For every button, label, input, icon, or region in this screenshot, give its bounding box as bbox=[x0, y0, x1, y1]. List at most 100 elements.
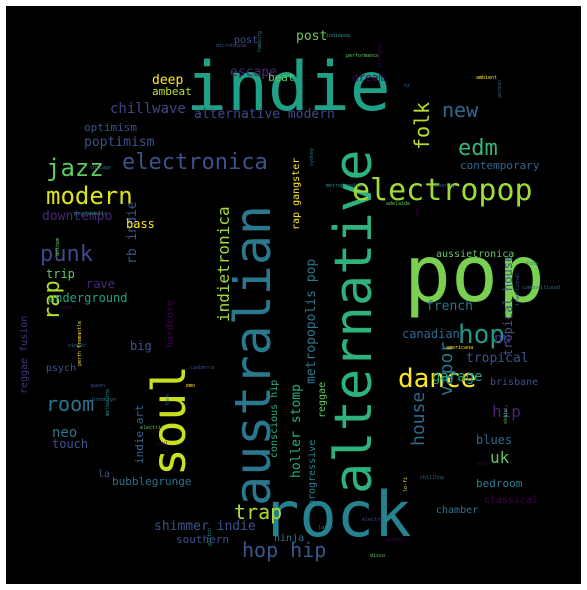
word-cloud-word: rap gangster bbox=[291, 157, 302, 230]
word-cloud-word: dream bbox=[352, 71, 386, 84]
word-cloud-word: alternative modern bbox=[194, 107, 335, 122]
word-cloud-word-tiny: skate bbox=[503, 408, 509, 424]
word-cloud-word-tiny: traditional bbox=[515, 272, 521, 306]
word-cloud-word-tiny: electric bbox=[140, 425, 165, 431]
word-cloud-word-tiny: funk bbox=[165, 393, 171, 406]
word-cloud-word: underground bbox=[48, 291, 128, 305]
word-cloud-word-tiny: emo bbox=[186, 383, 196, 389]
word-cloud-word: indie bbox=[186, 48, 391, 127]
word-cloud-word: ambeat bbox=[152, 85, 192, 98]
word-cloud-word-tiny: compositional bbox=[522, 285, 562, 291]
word-cloud-word: big bbox=[130, 339, 152, 353]
word-cloud-word: nu bbox=[494, 331, 511, 347]
word-cloud-word: punk bbox=[40, 242, 93, 267]
word-cloud-word: post bbox=[234, 35, 259, 46]
word-cloud-word: poptimism bbox=[84, 135, 155, 150]
word-cloud-word: house bbox=[408, 391, 429, 446]
word-cloud-word: shimmer indie bbox=[154, 519, 256, 534]
word-cloud-word: indietronica bbox=[214, 206, 233, 322]
word-cloud-word: french bbox=[426, 299, 473, 314]
word-cloud-word: garage bbox=[432, 369, 483, 385]
word-cloud-word-tiny: electro bbox=[362, 517, 384, 523]
word-cloud-word: tropical bbox=[466, 351, 529, 366]
word-cloud-word-tiny: soul bbox=[156, 441, 169, 447]
word-cloud-word-tiny: singer bbox=[68, 343, 87, 349]
word-cloud-word: contemporary bbox=[460, 159, 540, 172]
word-cloud-word: indie art bbox=[133, 404, 146, 464]
word-cloud-word: progressive bbox=[307, 439, 318, 506]
word-cloud: pop indie rock alternative australian soul ele… bbox=[6, 6, 581, 584]
word-cloud-word: classical bbox=[484, 495, 539, 506]
word-cloud-word: reggae fusion bbox=[19, 315, 30, 394]
word-cloud-word: soul bbox=[142, 365, 196, 476]
word-cloud-word-tiny: brooklyn bbox=[92, 397, 117, 403]
word-cloud-word: folk bbox=[410, 101, 434, 150]
word-cloud-word-tiny: americana bbox=[446, 345, 474, 351]
word-cloud-word: post bbox=[296, 29, 328, 44]
word-cloud-word: hardcore bbox=[165, 299, 176, 348]
word-cloud-word: canadian bbox=[402, 327, 460, 341]
word-cloud-word: rock bbox=[262, 478, 412, 551]
word-cloud-word: rave bbox=[86, 277, 115, 291]
word-cloud-word-tiny: german bbox=[497, 79, 503, 98]
word-cloud-word-tiny: drill bbox=[415, 200, 421, 216]
word-cloud-word: bedroom bbox=[476, 477, 523, 490]
word-cloud-word: touch bbox=[52, 437, 89, 451]
word-cloud-word: rb indie bbox=[125, 201, 140, 264]
word-cloud-word-tiny: ambient bbox=[476, 75, 498, 81]
word-cloud-word: room bbox=[46, 392, 95, 416]
word-cloud-word: trip bbox=[46, 267, 75, 281]
word-cloud-word: hip bbox=[492, 402, 521, 421]
word-cloud-word: metropopolis pop bbox=[304, 258, 319, 384]
word-cloud-word: bubblegrunge bbox=[112, 475, 192, 488]
word-cloud-word-tiny: melbourne bbox=[105, 388, 111, 416]
word-cloud-word: dance bbox=[398, 364, 477, 394]
word-cloud-word: blues bbox=[476, 433, 513, 447]
word-cloud-word-tiny: country bbox=[434, 183, 456, 189]
word-cloud-word: deep bbox=[152, 73, 184, 88]
word-cloud-word: trap bbox=[234, 500, 283, 524]
word-cloud-word-tiny: funk bbox=[526, 261, 539, 267]
word-cloud-word-tiny: adelaide bbox=[386, 201, 411, 207]
word-cloud-word: tropical house bbox=[501, 254, 515, 356]
word-cloud-word-tiny: psychedelic bbox=[74, 211, 108, 217]
word-cloud-word: beat bbox=[268, 71, 295, 84]
word-cloud-word-tiny: sydney bbox=[309, 147, 315, 166]
word-cloud-word: holler stomp bbox=[289, 384, 304, 478]
word-cloud-word: conscious hip bbox=[269, 379, 280, 458]
word-cloud-word: australian bbox=[224, 204, 282, 506]
word-cloud-word: chillwave bbox=[110, 101, 186, 117]
word-cloud-word: hop bbox=[458, 320, 505, 350]
word-cloud-word: psych bbox=[46, 363, 77, 374]
word-cloud-word: edm bbox=[458, 136, 498, 161]
word-cloud-word-tiny: lo-fi bbox=[403, 476, 409, 492]
word-cloud-word-tiny: metropopolis bbox=[326, 183, 363, 189]
word-cloud-word-tiny: disco bbox=[370, 553, 386, 559]
word-cloud-word-tiny: latin bbox=[318, 525, 334, 531]
word-cloud-word: modern bbox=[46, 182, 133, 210]
word-cloud-word-tiny: surf bbox=[476, 461, 489, 467]
word-cloud-word: brisbane bbox=[490, 377, 539, 388]
word-cloud-word: la bbox=[98, 469, 111, 480]
word-cloud-word-tiny: nz bbox=[404, 83, 411, 89]
word-cloud-word: pop bbox=[404, 230, 545, 320]
word-cloud-word-tiny: chillhop bbox=[420, 475, 445, 481]
word-cloud-word-tiny: brisbane bbox=[377, 43, 383, 68]
word-cloud-word: aussietronica bbox=[436, 249, 515, 260]
word-cloud-word-tiny: perth fremantle bbox=[77, 320, 83, 366]
word-cloud-word: downtempo bbox=[42, 209, 113, 224]
word-cloud-word: southern bbox=[176, 533, 229, 546]
word-cloud-word-tiny: queen bbox=[90, 383, 106, 389]
word-cloud-word: jazz bbox=[46, 154, 104, 182]
word-cloud-word: reggae bbox=[317, 381, 328, 418]
word-cloud-word: hop hip bbox=[242, 538, 327, 562]
word-cloud-word-tiny: gospel bbox=[386, 537, 405, 543]
word-cloud-word-tiny: hamburg bbox=[257, 30, 263, 52]
word-cloud-word: chamber bbox=[436, 505, 479, 516]
word-cloud-word-tiny: chicago bbox=[90, 165, 112, 171]
word-cloud-word: optimism bbox=[84, 121, 137, 134]
word-cloud-word-tiny: performance bbox=[346, 53, 380, 59]
word-cloud-word: neo bbox=[52, 425, 78, 441]
word-cloud-word: bass bbox=[126, 217, 155, 231]
